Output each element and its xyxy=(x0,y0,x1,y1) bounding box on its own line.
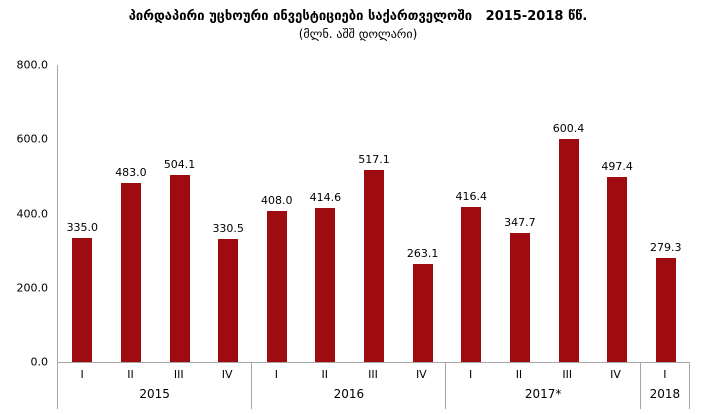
year-group-label: 2018 xyxy=(649,387,681,401)
quarter-tick-label: I xyxy=(80,368,84,381)
bar-value-label: 279.3 xyxy=(649,241,682,255)
bar-slot: 497.4 xyxy=(593,65,642,362)
bar xyxy=(120,182,141,362)
bar-value-label: 414.6 xyxy=(309,191,342,205)
bar-slot: 483.0 xyxy=(107,65,156,362)
plot-column: 335.0 483.0 504.1 330.5 408.0 414.6 517.1 263.1… xyxy=(57,65,691,409)
quarter-tick-label: I xyxy=(663,368,667,381)
quarter-tick-label: IV xyxy=(221,368,233,381)
y-axis: 800.0 600.0 400.0 200.0 0.0 xyxy=(0,59,57,369)
bar-slot: 517.1 xyxy=(350,65,399,362)
chart-body: 800.0 600.0 400.0 200.0 0.0 335.0 483.0 504.1 3… xyxy=(0,59,691,409)
bar xyxy=(607,177,628,362)
bar-value-label: 504.1 xyxy=(163,157,196,171)
axis-group-2018: I 2018 xyxy=(639,363,691,409)
quarter-row: I II III IV xyxy=(446,363,639,385)
bar-slot: 416.4 xyxy=(447,65,496,362)
quarter-tick-label: III xyxy=(173,368,184,381)
year-group-label: 2016 xyxy=(333,387,365,401)
quarter-tick-label: II xyxy=(321,368,328,381)
bar-group-2018: 279.3 xyxy=(641,65,690,362)
quarter-tick-label: I xyxy=(469,368,473,381)
y-tick-label: 800.0 xyxy=(16,58,49,72)
quarter-tick-label: IV xyxy=(415,368,427,381)
bar-slot: 330.5 xyxy=(204,65,253,362)
bar-value-label: 330.5 xyxy=(212,222,244,236)
bar xyxy=(558,139,579,362)
quarter-row: I xyxy=(641,363,689,385)
bar-slot: 414.6 xyxy=(301,65,350,362)
bar xyxy=(218,239,239,362)
bar-value-label: 517.1 xyxy=(358,153,390,167)
year-group-label: 2015 xyxy=(139,387,170,401)
quarter-tick-label: II xyxy=(127,368,134,381)
bar xyxy=(509,232,530,362)
bar xyxy=(461,207,482,362)
bar xyxy=(315,208,336,362)
bar xyxy=(169,174,190,362)
bar-slot: 504.1 xyxy=(155,65,204,362)
quarter-row: I II III IV xyxy=(252,363,445,385)
quarter-tick-label: IV xyxy=(610,368,621,381)
quarter-tick-label: III xyxy=(368,368,378,381)
quarter-tick-label: II xyxy=(515,368,523,381)
bar-slot: 279.3 xyxy=(641,65,690,362)
plot-area: 335.0 483.0 504.1 330.5 408.0 414.6 517.1 263.1… xyxy=(57,65,690,363)
axis-group-2017*: I II III IV 2017* xyxy=(445,363,639,409)
bar-group-2015: 335.0 483.0 504.1 330.5 xyxy=(58,65,252,362)
bar-slot: 335.0 xyxy=(58,65,107,362)
bar-value-label: 335.0 xyxy=(66,220,99,234)
bar-group-2016: 408.0 414.6 517.1 263.1 xyxy=(252,65,446,362)
bar-slot: 600.4 xyxy=(544,65,593,362)
y-tick-label: 400.0 xyxy=(16,207,49,220)
bar-value-label: 600.4 xyxy=(552,122,585,136)
bar-value-label: 408.0 xyxy=(261,193,293,207)
y-tick-label: 600.0 xyxy=(16,132,49,146)
bar xyxy=(655,258,676,362)
bar-value-label: 483.0 xyxy=(115,165,147,179)
axis-group-2015: I II III IV 2015 xyxy=(57,363,251,409)
bar xyxy=(266,210,287,362)
bar xyxy=(364,170,385,362)
quarter-tick-label: III xyxy=(562,368,573,381)
chart-subtitle: (მლნ. აშშ დოლარი) xyxy=(298,27,418,41)
bar xyxy=(72,237,93,362)
bar-value-label: 416.4 xyxy=(455,190,488,204)
axis-group-2016: I II III IV 2016 xyxy=(251,363,445,409)
bar xyxy=(412,264,433,362)
bar-slot: 347.7 xyxy=(496,65,545,362)
bar-slot: 408.0 xyxy=(252,65,301,362)
quarter-tick-label: I xyxy=(274,368,279,381)
bar-value-label: 497.4 xyxy=(601,160,633,174)
bar-value-label: 263.1 xyxy=(406,247,439,261)
quarter-row: I II III IV xyxy=(58,363,251,385)
bar-value-label: 347.7 xyxy=(504,215,536,229)
bar-slot: 263.1 xyxy=(398,65,447,362)
year-group-label: 2017* xyxy=(524,387,562,401)
y-tick-label: 0.0 xyxy=(30,355,49,369)
chart-title: პირდაპირი უცხოური ინვესტიციები საქართველ… xyxy=(128,9,588,24)
x-axis-band: I II III IV 2015 I II III IV 2016 I II III IV 2017* I 20… xyxy=(57,363,691,409)
y-tick-label: 200.0 xyxy=(16,281,49,295)
bar-group-2017*: 416.4 347.7 600.4 497.4 xyxy=(447,65,641,362)
